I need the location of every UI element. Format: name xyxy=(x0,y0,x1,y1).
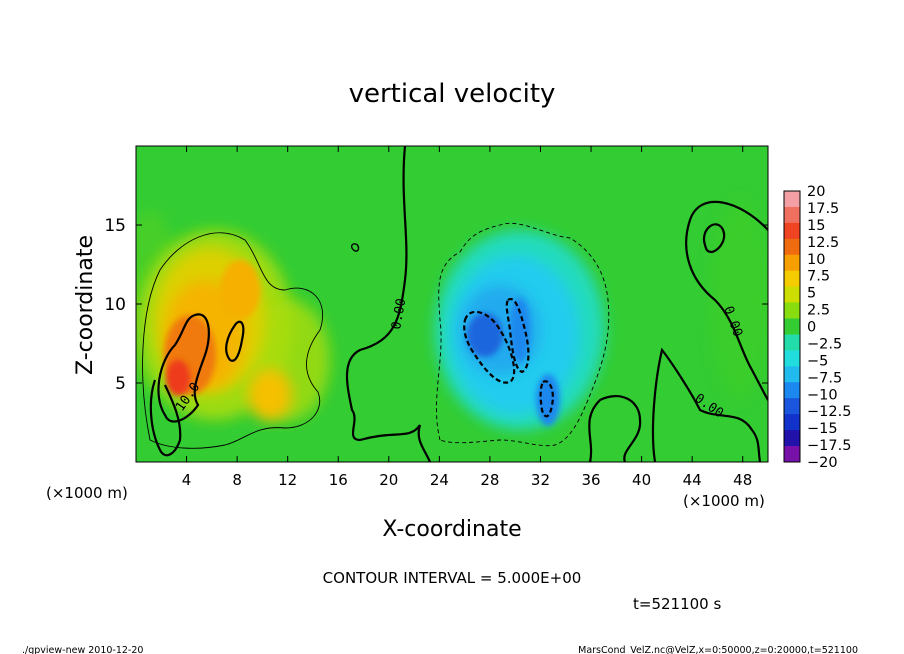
colorbar-label: −15 xyxy=(807,421,838,437)
contour-zero-blob2 xyxy=(350,243,360,252)
x-tick-label: 16 xyxy=(329,471,348,489)
x-unit-right: (×1000 m) xyxy=(683,492,765,510)
contour-positive-10b xyxy=(225,320,245,362)
x-tick-label: 24 xyxy=(430,471,449,489)
colorbar-label: −12.5 xyxy=(807,404,851,420)
x-tick-label: 4 xyxy=(182,471,192,489)
colorbar-swatch xyxy=(784,414,800,431)
x-tick-label: 36 xyxy=(581,471,600,489)
colorbar-swatch xyxy=(784,350,800,367)
x-unit-left: (×1000 m) xyxy=(46,484,128,502)
contour-interval-text: CONTOUR INTERVAL = 5.000E+00 xyxy=(323,569,582,587)
colorbar-label: 15 xyxy=(807,218,825,234)
colorbar-label: 17.5 xyxy=(807,201,839,217)
x-tick-label: 40 xyxy=(632,471,651,489)
contour-positive-10 xyxy=(157,313,210,423)
colorbar-label: −7.5 xyxy=(807,370,842,386)
colorbar: 2017.51512.5107.552.50−2.5−5−7.5−10−12.5… xyxy=(783,184,851,471)
colorbar-swatch xyxy=(784,254,800,272)
x-tick-label: 28 xyxy=(480,471,499,489)
contour-zero-edge xyxy=(149,379,182,457)
colorbar-swatch xyxy=(784,222,800,240)
footer-left: ./gpview-new 2010-12-20 xyxy=(22,645,143,654)
y-tick-label: 15 xyxy=(104,216,126,236)
contour-negative-10b xyxy=(505,297,530,374)
colorbar-swatch xyxy=(784,382,800,399)
contour-zero-right xyxy=(588,395,642,462)
colorbar-swatch xyxy=(784,318,800,335)
colorbar-swatch xyxy=(784,302,800,320)
contour-positive-5 xyxy=(142,232,324,449)
colorbar-label: −10 xyxy=(807,387,838,403)
contour-zero-right2 xyxy=(651,347,762,462)
contour-label-0a: 0.00 xyxy=(389,297,409,330)
x-tick-label: 8 xyxy=(232,471,242,489)
x-axis-label: X-coordinate xyxy=(382,517,521,542)
contour-zero-right3 xyxy=(685,200,768,401)
heatmap-field xyxy=(136,146,768,462)
colorbar-swatch xyxy=(784,398,800,415)
y-tick-label: 10 xyxy=(104,295,126,315)
colorbar-label: −2.5 xyxy=(807,336,842,352)
colorbar-swatch xyxy=(784,334,800,351)
colorbar-frame xyxy=(783,190,801,463)
colorbar-swatch xyxy=(784,238,800,256)
contour-zero-left xyxy=(346,146,432,462)
colorbar-label: 2.5 xyxy=(807,303,830,319)
y-axis-label: Z-coordinate xyxy=(73,235,98,375)
x-tick-label: 44 xyxy=(683,471,702,489)
colorbar-label: 10 xyxy=(807,252,825,268)
colorbar-swatch xyxy=(784,191,800,208)
colorbar-label: 12.5 xyxy=(807,235,839,251)
colorbar-label: 5 xyxy=(807,286,816,302)
contour-lines xyxy=(142,146,768,462)
x-tick-label: 12 xyxy=(278,471,297,489)
y-tick-label: 5 xyxy=(115,374,126,394)
x-tick-label: 48 xyxy=(733,471,752,489)
colorbar-label: −20 xyxy=(807,455,838,471)
contour-zero-blob xyxy=(702,223,726,254)
colorbar-label: −5 xyxy=(807,353,828,369)
colorbar-swatch xyxy=(784,366,800,383)
y-axis-ticks: 5 10 15 xyxy=(104,216,768,394)
x-tick-label: 20 xyxy=(379,471,398,489)
x-axis-ticks: 4 8 12 16 20 24 28 32 36 40 44 48 xyxy=(182,146,752,489)
colorbar-label: 20 xyxy=(807,184,825,200)
colorbar-swatch xyxy=(784,286,800,304)
colorbar-label: 7.5 xyxy=(807,269,830,285)
contour-negative-10c xyxy=(539,380,554,418)
contour-negative-5 xyxy=(436,223,610,447)
colorbar-label: −17.5 xyxy=(807,438,851,454)
footer-right: MarsCond_VelZ.nc@VelZ,x=0:50000,z=0:2000… xyxy=(578,645,858,654)
colorbar-swatch xyxy=(784,446,800,463)
x-tick-label: 32 xyxy=(531,471,550,489)
colorbar-swatch xyxy=(784,206,800,224)
chart-title: vertical velocity xyxy=(349,79,556,109)
time-label: t=521100 s xyxy=(633,595,721,613)
colorbar-swatch xyxy=(784,270,800,288)
colorbar-swatch xyxy=(784,430,800,447)
colorbar-label: 0 xyxy=(807,320,816,336)
